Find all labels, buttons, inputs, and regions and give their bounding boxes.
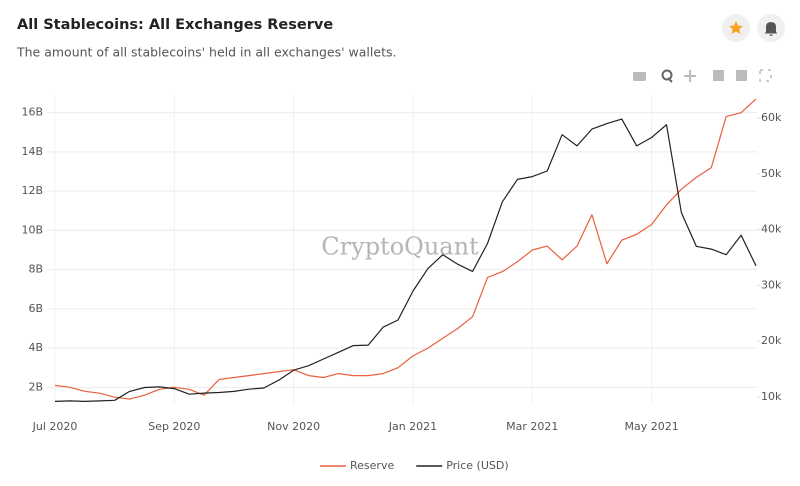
y-tick-label: 12B (21, 184, 43, 197)
y-tick-label: 14B (21, 145, 43, 158)
chart-subtitle: The amount of all stablecoins' held in a… (16, 45, 396, 60)
zoom-handle (667, 77, 673, 83)
y2-tick-label: 60k (761, 111, 782, 124)
legend-label: Price (USD) (446, 459, 508, 472)
zoom-out-icon[interactable] (736, 70, 747, 81)
series-line (54, 118, 757, 402)
y-tick-label: 4B (28, 341, 43, 354)
y2-tick-label: 10k (761, 390, 782, 403)
autoscale-icon[interactable] (759, 69, 772, 82)
y-tick-label: 6B (28, 302, 43, 315)
camera-icon[interactable] (633, 72, 646, 81)
favorite-button[interactable] (722, 14, 750, 42)
y-tick-label: 8B (28, 263, 43, 276)
y-tick-label: 10B (21, 223, 43, 236)
x-tick-label: Jul 2020 (32, 420, 78, 433)
alert-button[interactable] (757, 14, 785, 42)
y2-tick-label: 30k (761, 278, 782, 291)
series-line (54, 98, 757, 400)
x-tick-label: Jan 2021 (388, 420, 437, 433)
y-tick-label: 2B (28, 380, 43, 393)
x-tick-label: May 2021 (624, 420, 678, 433)
legend-label: Reserve (350, 459, 394, 472)
x-tick-label: Nov 2020 (267, 420, 320, 433)
star-icon (729, 21, 743, 34)
zoom-in-icon[interactable] (713, 70, 724, 81)
y2-tick-label: 20k (761, 334, 782, 347)
x-tick-label: Mar 2021 (506, 420, 558, 433)
watermark: CryptoQuant (321, 233, 479, 261)
x-tick-label: Sep 2020 (148, 420, 200, 433)
y2-tick-label: 50k (761, 167, 782, 180)
y-tick-label: 16B (21, 106, 43, 119)
toolbar (633, 69, 772, 83)
pan-icon[interactable] (684, 70, 696, 82)
y2-tick-label: 40k (761, 223, 782, 236)
bell-icon (764, 22, 778, 36)
zoom-icon[interactable] (661, 69, 673, 81)
chart-title: All Stablecoins: All Exchanges Reserve (17, 17, 333, 33)
